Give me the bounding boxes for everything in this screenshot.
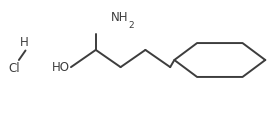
- Text: Cl: Cl: [8, 62, 20, 75]
- Text: H: H: [20, 36, 29, 49]
- Text: NH: NH: [111, 11, 128, 24]
- Text: HO: HO: [52, 61, 70, 74]
- Text: 2: 2: [128, 21, 134, 30]
